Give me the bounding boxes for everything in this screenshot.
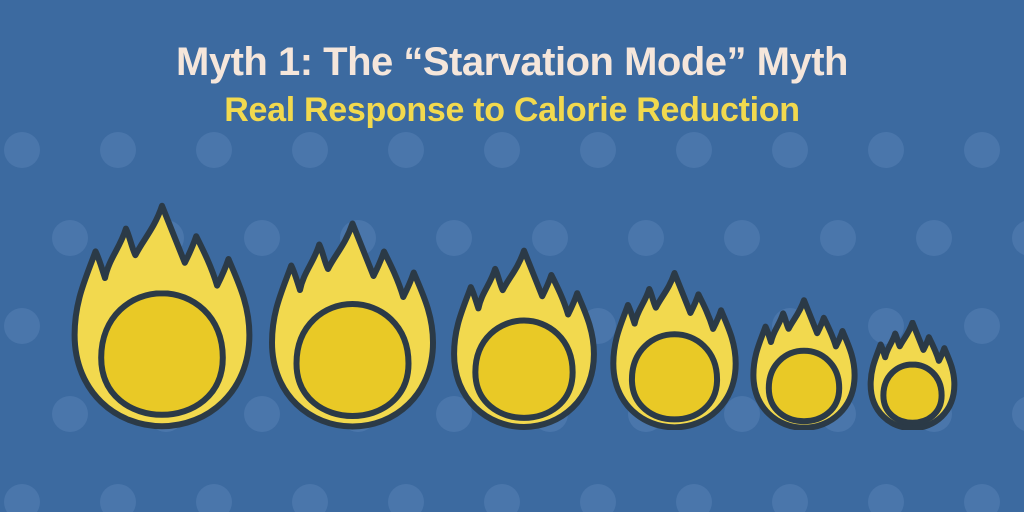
flames-row — [0, 200, 1024, 430]
flame-icon — [867, 320, 958, 430]
heading-block: Myth 1: The “Starvation Mode” Myth Real … — [0, 40, 1024, 130]
infographic-canvas: Myth 1: The “Starvation Mode” Myth Real … — [0, 0, 1024, 512]
flame-icon — [448, 246, 600, 430]
subtitle-text: Real Response to Calorie Reduction — [0, 91, 1024, 130]
title-text: Myth 1: The “Starvation Mode” Myth — [0, 40, 1024, 85]
flame-icon — [67, 200, 257, 430]
flame-icon — [608, 269, 741, 430]
flame-icon — [749, 297, 859, 430]
flame-icon — [265, 218, 440, 430]
